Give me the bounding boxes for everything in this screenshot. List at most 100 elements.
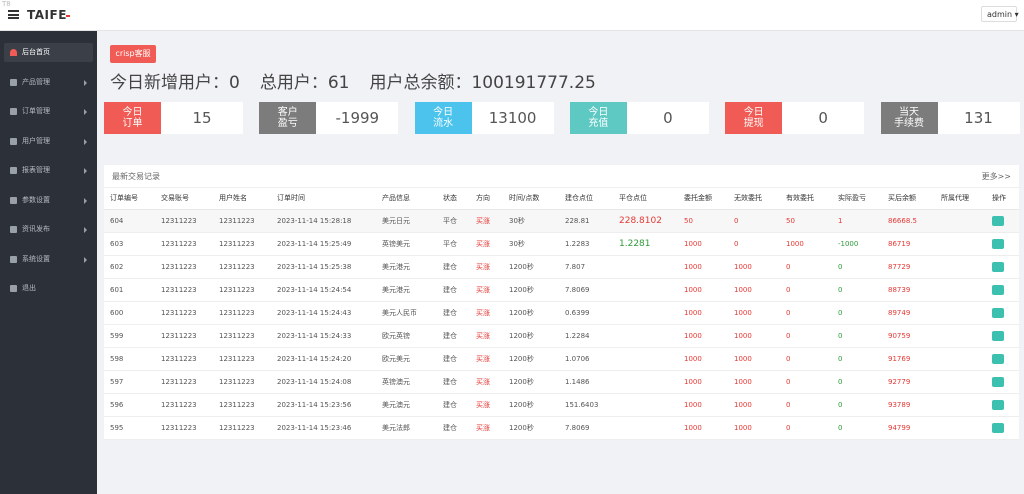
table-cell: 151.6403 <box>565 401 599 409</box>
table-cell: 1000 <box>734 378 752 386</box>
table-cell: 228.8102 <box>619 216 662 226</box>
table-cell: 12311223 <box>161 355 197 363</box>
table-row: 602 12311223 12311223 2023-11-14 15:25:38 美元… <box>104 256 1019 279</box>
badge: T8 <box>2 0 11 8</box>
table-cell: 1000 <box>684 309 702 317</box>
nav-icon <box>10 108 17 115</box>
table-cell: 买涨 <box>476 378 490 386</box>
table-cell: 1200秒 <box>509 309 534 317</box>
table-cell: 598 <box>110 355 124 363</box>
table-cell: 2023-11-14 15:24:33 <box>277 332 352 340</box>
table-cell: 89749 <box>888 309 911 317</box>
table-cell: 买涨 <box>476 240 490 248</box>
table-cell: 1000 <box>684 240 702 248</box>
card-label: 今日 提现 <box>725 102 783 134</box>
table-cell: 600 <box>110 309 124 317</box>
action-button[interactable] <box>992 239 1004 249</box>
table-cell: 604 <box>110 217 124 225</box>
table-cell: 12311223 <box>219 332 255 340</box>
nav-icon <box>10 78 17 86</box>
table-cell: 1200秒 <box>509 378 534 386</box>
table-cell: 0 <box>838 424 843 432</box>
action-button[interactable] <box>992 377 1004 387</box>
card-label-line: 今日 <box>122 107 143 118</box>
nav-item[interactable]: 退出 <box>4 279 93 298</box>
nav-item[interactable]: 报表管理 <box>4 161 93 180</box>
table-cell: 买涨 <box>476 263 490 271</box>
nav-label: 报表管理 <box>22 166 50 174</box>
nav-item[interactable]: 产品管理 <box>4 73 93 92</box>
table-cell: 0 <box>838 401 843 409</box>
table-cell: 英镑美元 <box>382 240 410 248</box>
card-label-line: 手续费 <box>894 118 924 129</box>
more-link[interactable]: 更多>> <box>981 172 1011 181</box>
table-cell: 12311223 <box>161 309 197 317</box>
user-menu[interactable]: admin ▾ <box>981 6 1019 22</box>
table-cell: 12311223 <box>161 424 197 432</box>
nav-icon <box>10 167 17 174</box>
table-cell: 1200秒 <box>509 286 534 294</box>
table-cell: 86719 <box>888 240 911 248</box>
table-cell: 0 <box>838 286 843 294</box>
action-button[interactable] <box>992 423 1004 433</box>
card-label: 今日 流水 <box>414 102 472 134</box>
table-cell: 93789 <box>888 401 911 409</box>
table-cell: 建仓 <box>443 286 457 294</box>
table-cell: 1200秒 <box>509 401 534 409</box>
column-header: 平仓点位 <box>619 194 647 202</box>
card-label-line: 盈亏 <box>277 118 298 129</box>
nav-arrow <box>84 197 87 204</box>
nav-item[interactable]: 用户管理 <box>4 132 93 151</box>
table-cell: 1000 <box>734 355 752 363</box>
action-button[interactable] <box>992 262 1004 272</box>
table-cell: 0 <box>838 263 843 271</box>
card-label-line: 客户 <box>277 107 298 118</box>
table-cell: 建仓 <box>443 309 457 317</box>
table-cell: 2023-11-14 15:24:43 <box>277 309 352 317</box>
table-cell: 1200秒 <box>509 355 534 363</box>
nav-item[interactable]: 资讯发布 <box>4 220 93 239</box>
nav-label: 退出 <box>22 284 36 292</box>
table-cell: 1200秒 <box>509 263 534 271</box>
table-cell: 买涨 <box>476 424 490 432</box>
action-button[interactable] <box>992 400 1004 410</box>
table-cell: 建仓 <box>443 332 457 340</box>
table-cell: 英镑澳元 <box>382 378 410 386</box>
nav-item[interactable]: 参数设置 <box>4 191 93 210</box>
table-cell: 1200秒 <box>509 332 534 340</box>
table-cell: 0 <box>786 401 791 409</box>
stat-card: 今日 流水 13100 <box>414 102 554 134</box>
action-button[interactable] <box>992 308 1004 318</box>
table-cell: 0 <box>786 309 791 317</box>
nav-item[interactable]: 系统设置 <box>4 250 93 269</box>
table-cell: 1000 <box>734 263 752 271</box>
crisp-button[interactable]: crisp客服 <box>110 45 156 63</box>
table-cell: 0 <box>734 240 739 248</box>
stat-label: 用户总余额： <box>369 73 472 93</box>
action-button[interactable] <box>992 216 1004 226</box>
nav-item[interactable]: 订单管理 <box>4 102 93 121</box>
table-cell: 12311223 <box>161 217 197 225</box>
table-cell: 建仓 <box>443 424 457 432</box>
table-cell: 美元法郎 <box>382 424 410 432</box>
action-button[interactable] <box>992 331 1004 341</box>
nav-arrow <box>84 79 87 86</box>
table-cell: 建仓 <box>443 378 457 386</box>
card-label-line: 今日 <box>588 107 609 118</box>
nav-item[interactable]: 后台首页 <box>4 43 93 62</box>
table-cell: 88739 <box>888 286 911 294</box>
table-cell: 0.6399 <box>565 309 590 317</box>
nav-icon <box>10 285 17 292</box>
table-cell: 美元港元 <box>382 263 410 271</box>
action-button[interactable] <box>992 354 1004 364</box>
action-button[interactable] <box>992 285 1004 295</box>
logo: TAIFE <box>27 8 67 22</box>
table-row: 596 12311223 12311223 2023-11-14 15:23:56 美元… <box>104 394 1019 417</box>
card-label-line: 流水 <box>433 118 454 129</box>
menu-toggle[interactable] <box>8 10 19 19</box>
card-value: 15 <box>192 109 212 127</box>
column-header: 操作 <box>992 194 1006 202</box>
column-header: 无效委托 <box>734 194 762 202</box>
table-cell: 平仓 <box>443 240 457 248</box>
table-cell: 0 <box>838 378 843 386</box>
